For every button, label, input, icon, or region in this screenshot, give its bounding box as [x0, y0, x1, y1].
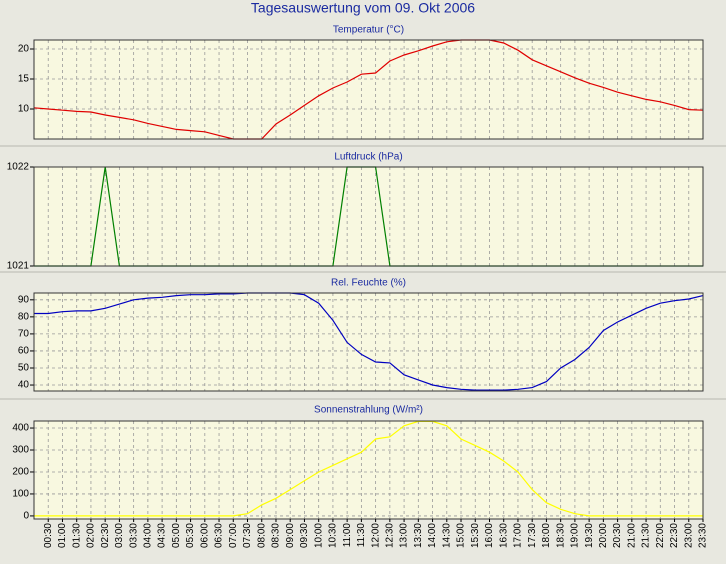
x-tick-label: 11:30	[356, 523, 367, 548]
y-tick-label: 300	[12, 445, 29, 456]
plot-border	[33, 39, 704, 140]
x-tick-label: 10:30	[328, 523, 339, 548]
x-tick-label: 19:30	[584, 523, 595, 548]
data-line	[34, 292, 704, 391]
y-tick-label: 1021	[7, 261, 30, 272]
x-tick-label: 09:00	[285, 523, 296, 548]
x-tick-label: 16:30	[498, 523, 509, 548]
x-tick-label: 16:00	[484, 523, 495, 548]
y-tick-label: 10	[18, 104, 30, 115]
x-tick-label: 13:30	[413, 523, 424, 548]
x-tick-label: 13:00	[399, 523, 410, 548]
plot-border	[33, 420, 704, 520]
x-tick-label: 15:00	[456, 523, 467, 548]
x-tick-label: 04:00	[143, 523, 154, 548]
x-tick-label: 17:30	[527, 523, 538, 548]
x-tick-label: 22:30	[669, 523, 680, 548]
x-tick-label: 07:30	[242, 523, 253, 548]
plot-area	[34, 40, 703, 139]
panel-title: Rel. Feuchte (%)	[331, 278, 406, 289]
y-tick-label: 70	[18, 329, 30, 340]
y-tick-label: 90	[18, 294, 30, 305]
x-tick-label: 21:00	[626, 523, 637, 548]
y-tick-label: 200	[12, 467, 29, 478]
x-tick-label: 07:00	[228, 523, 239, 548]
x-tick-label: 17:00	[513, 523, 524, 548]
plot-area	[34, 293, 703, 391]
x-tick-label: 02:30	[100, 523, 111, 548]
y-tick-label: 20	[18, 44, 30, 55]
x-tick-label: 12:00	[370, 523, 381, 548]
x-tick-label: 23:30	[698, 523, 709, 548]
y-tick-label: 1022	[7, 162, 30, 173]
x-tick-label: 20:00	[598, 523, 609, 548]
x-tick-label: 20:30	[612, 523, 623, 548]
x-tick-label: 14:30	[441, 523, 452, 548]
x-tick-label: 22:00	[655, 523, 666, 548]
x-tick-label: 05:00	[171, 523, 182, 548]
y-tick-label: 0	[23, 511, 29, 522]
x-tick-label: 00:30	[43, 523, 54, 548]
x-tick-label: 15:30	[470, 523, 481, 548]
x-tick-label: 02:00	[86, 523, 97, 548]
x-tick-label: 14:00	[427, 523, 438, 548]
x-tick-label: 19:00	[570, 523, 581, 548]
x-tick-label: 01:00	[57, 523, 68, 548]
y-tick-label: 50	[18, 363, 30, 374]
y-tick-label: 100	[12, 489, 29, 500]
y-tick-label: 80	[18, 312, 30, 323]
plot-area	[34, 167, 703, 266]
x-tick-label: 11:00	[342, 523, 353, 548]
data-line	[34, 420, 703, 517]
data-line	[33, 39, 704, 140]
x-tick-label: 23:00	[683, 523, 694, 548]
y-tick-label: 40	[18, 380, 30, 391]
panel-title: Luftdruck (hPa)	[334, 152, 402, 163]
x-tick-label: 03:00	[114, 523, 125, 548]
x-tick-label: 12:30	[384, 523, 395, 548]
x-tick-label: 03:30	[128, 523, 139, 548]
panel-title: Temperatur (°C)	[333, 25, 404, 36]
plot-border	[33, 166, 704, 267]
x-tick-label: 21:30	[641, 523, 652, 548]
y-tick-label: 15	[18, 74, 30, 85]
y-tick-label: 60	[18, 346, 30, 357]
x-tick-label: 01:30	[71, 523, 82, 548]
x-tick-label: 18:00	[541, 523, 552, 548]
x-tick-label: 09:30	[299, 523, 310, 548]
x-tick-label: 06:30	[214, 523, 225, 548]
x-tick-label: 06:00	[199, 523, 210, 548]
plot-border	[33, 292, 704, 392]
x-tick-label: 18:30	[555, 523, 566, 548]
y-tick-label: 400	[12, 423, 29, 434]
page-title: Tagesauswertung vom 09. Okt 2006	[251, 0, 475, 16]
x-tick-label: 10:00	[313, 523, 324, 548]
x-tick-label: 05:30	[185, 523, 196, 548]
x-tick-label: 08:30	[271, 523, 282, 548]
panel-title: Sonnenstrahlung (W/m²)	[314, 405, 423, 416]
x-tick-label: 08:00	[256, 523, 267, 548]
x-tick-label: 04:30	[157, 523, 168, 548]
plot-area	[34, 421, 703, 519]
